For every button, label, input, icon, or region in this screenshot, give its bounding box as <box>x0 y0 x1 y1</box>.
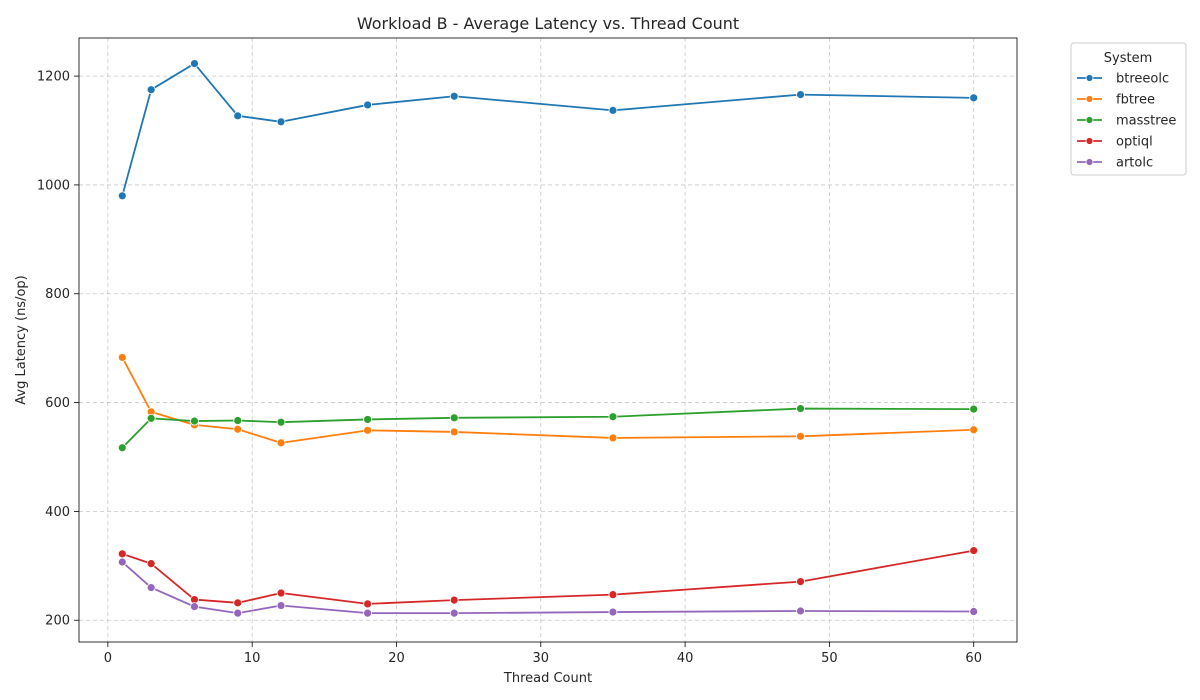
chart-title: Workload B - Average Latency vs. Thread … <box>357 14 739 33</box>
data-point-artolc <box>233 608 243 618</box>
legend-box <box>1070 42 1187 176</box>
data-point-optiql <box>796 577 805 586</box>
data-point-masstree <box>117 443 127 453</box>
y-tick-label: 600 <box>45 396 70 411</box>
x-tick-label: 30 <box>533 651 550 666</box>
data-point-btreeolc <box>190 59 199 68</box>
legend-swatch-marker <box>1085 95 1094 103</box>
y-tick-label: 1000 <box>37 178 70 193</box>
data-point-btreeolc <box>608 105 618 115</box>
data-point-optiql <box>969 546 979 555</box>
data-point-masstree <box>363 415 373 424</box>
series-btreeolc <box>117 59 979 201</box>
axis-ticks: 0 10 20 30 40 50 60 200 400 600 800 1000 1200 <box>37 70 982 666</box>
x-tick-label: 50 <box>821 651 838 666</box>
legend-item-optiql: optiql <box>1077 135 1153 150</box>
data-point-optiql <box>608 590 618 600</box>
data-point-artolc <box>363 608 373 618</box>
data-point-optiql <box>363 599 373 609</box>
legend-label: fbtree <box>1116 93 1155 108</box>
x-tick-label: 20 <box>388 651 405 666</box>
data-point-fbtree <box>233 424 243 434</box>
plot-area-frame <box>78 37 1018 643</box>
data-point-optiql <box>117 549 127 559</box>
data-point-masstree <box>146 413 156 423</box>
data-point-btreeolc <box>276 117 286 127</box>
data-point-masstree <box>796 404 805 413</box>
y-tick-label: 800 <box>45 287 70 302</box>
legend-item-artolc: artolc <box>1077 156 1153 171</box>
legend-label: optiql <box>1116 135 1153 150</box>
data-point-artolc <box>146 583 156 592</box>
data-point-artolc <box>796 606 805 616</box>
series-line-btreeolc <box>121 62 974 197</box>
legend-item-fbtree: fbtree <box>1077 93 1155 108</box>
data-point-artolc <box>449 608 459 618</box>
x-tick-label: 10 <box>244 651 261 666</box>
data-point-btreeolc <box>117 191 127 201</box>
data-point-btreeolc <box>363 100 373 110</box>
data-point-optiql <box>449 595 459 605</box>
data-point-btreeolc <box>449 91 459 101</box>
data-point-masstree <box>608 412 618 422</box>
data-point-artolc <box>969 607 979 616</box>
series-fbtree <box>117 353 979 448</box>
series-line-masstree <box>121 407 974 449</box>
data-point-optiql <box>276 588 286 598</box>
series-artolc <box>117 557 979 618</box>
legend-title: System <box>1104 51 1152 66</box>
data-point-optiql <box>233 598 243 608</box>
data-point-masstree <box>190 416 199 426</box>
data-point-btreeolc <box>146 85 156 95</box>
y-tick-label: 400 <box>45 505 70 520</box>
series-line-fbtree <box>121 356 974 444</box>
grid-lines <box>79 38 1017 642</box>
legend-swatch-marker <box>1085 137 1094 145</box>
legend-items: btreeolc fbtree masstree optiql artolc <box>1077 72 1176 171</box>
legend-swatch-marker <box>1085 74 1094 82</box>
y-axis-title: Avg Latency (ns/op) <box>14 275 29 404</box>
data-point-masstree <box>969 404 979 414</box>
legend-item-btreeolc: btreeolc <box>1077 72 1169 87</box>
data-point-btreeolc <box>233 111 243 121</box>
data-point-masstree <box>233 416 243 425</box>
x-tick-label: 40 <box>677 651 694 666</box>
legend-swatch-marker <box>1085 158 1094 166</box>
data-point-fbtree <box>969 425 979 435</box>
series-group <box>117 59 979 618</box>
y-tick-label: 1200 <box>37 70 70 85</box>
data-point-btreeolc <box>796 90 805 99</box>
data-point-fbtree <box>117 353 127 362</box>
y-tick-label: 200 <box>45 614 70 629</box>
data-point-masstree <box>449 413 459 423</box>
data-point-artolc <box>276 601 286 610</box>
legend-swatch-marker <box>1085 116 1094 124</box>
x-tick-label: 0 <box>104 651 112 666</box>
series-masstree <box>117 404 979 453</box>
legend: System btreeolc fbtree masstree optiql artol… <box>1070 42 1187 176</box>
series-line-artolc <box>121 561 974 615</box>
data-point-fbtree <box>796 431 805 441</box>
legend-label: btreeolc <box>1116 72 1169 87</box>
data-point-artolc <box>608 607 618 617</box>
data-point-fbtree <box>276 438 286 448</box>
x-axis-title: Thread Count <box>503 671 592 686</box>
legend-label: artolc <box>1116 156 1153 171</box>
data-point-masstree <box>276 417 286 427</box>
data-point-artolc <box>190 602 199 612</box>
series-line-optiql <box>122 549 974 605</box>
series-optiql <box>117 546 979 609</box>
x-tick-label: 60 <box>965 651 982 666</box>
legend-label: masstree <box>1116 114 1176 129</box>
data-point-fbtree <box>449 427 459 437</box>
data-point-fbtree <box>363 425 373 435</box>
data-point-artolc <box>117 557 127 567</box>
legend-item-masstree: masstree <box>1077 114 1176 129</box>
data-point-fbtree <box>608 433 618 443</box>
data-point-btreeolc <box>969 93 979 103</box>
data-point-optiql <box>146 559 156 569</box>
